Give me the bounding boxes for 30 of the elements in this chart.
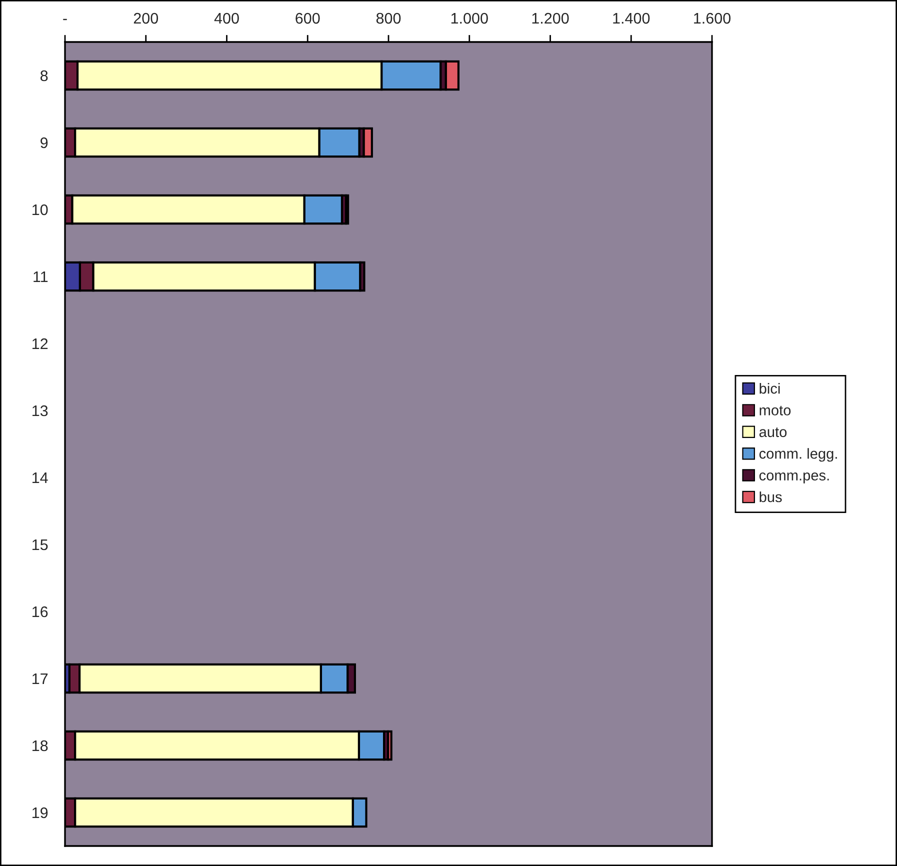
y-tick-label: 14 (32, 472, 48, 484)
x-tick-label: 400 (214, 12, 239, 24)
legend-label: bici (760, 383, 780, 394)
x-tick-label: 1.600 (694, 12, 731, 24)
x-tick-label: 1.400 (613, 12, 650, 24)
y-tick-label: 9 (40, 137, 48, 148)
bar (387, 730, 392, 761)
y-tick-label: 12 (32, 338, 48, 350)
legend-label: comm.pes. (759, 472, 829, 484)
legend-label: bus (760, 491, 782, 502)
y-tick-label: 11 (34, 272, 48, 282)
bar (362, 127, 373, 158)
y-tick-label: 15 (32, 540, 48, 550)
x-tick-label: 800 (376, 12, 401, 24)
y-tick-label: 16 (32, 606, 48, 618)
bar (344, 194, 350, 225)
x-tick-label: 600 (296, 12, 320, 24)
y-tick-label: 8 (40, 70, 48, 82)
x-tick-label: - (63, 18, 67, 20)
x-tick-label: 1.000 (451, 12, 488, 24)
legend-label: moto (760, 406, 791, 416)
legend-label: comm. legg. (759, 448, 837, 462)
legend-label: auto (759, 428, 787, 438)
y-tick-label: 19 (32, 807, 48, 818)
y-tick-label: 18 (32, 740, 48, 752)
x-tick-label: 1.200 (532, 12, 569, 24)
y-tick-label: 10 (32, 204, 48, 216)
y-tick-label: 13 (32, 405, 48, 416)
x-tick-label: 200 (134, 12, 158, 24)
y-tick-label: 17 (32, 674, 48, 684)
